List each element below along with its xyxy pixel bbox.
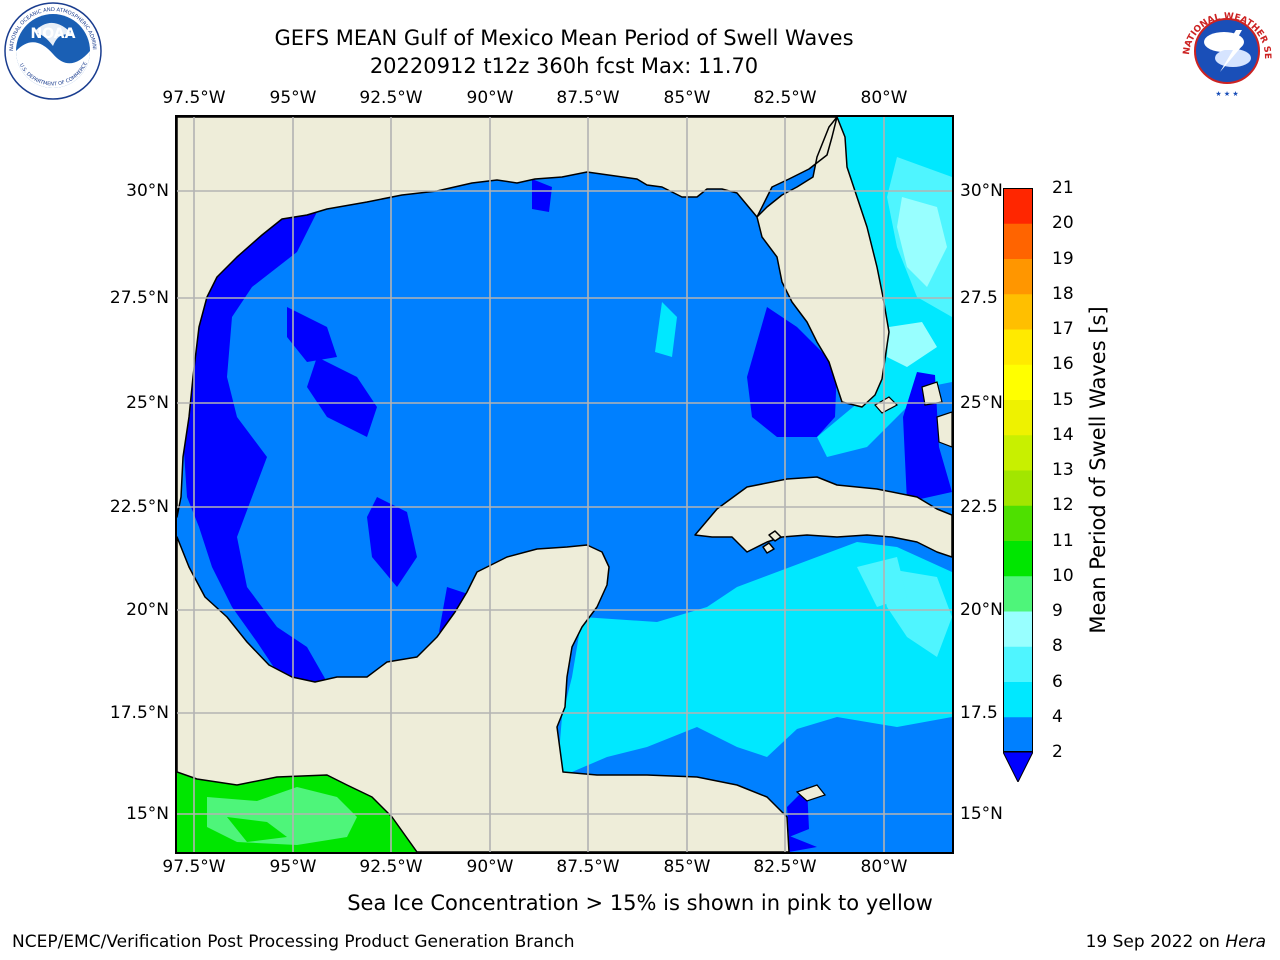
chart-subtitle: 20220912 t12z 360h fcst Max: 11.70 xyxy=(369,54,759,78)
colorbar-label: 14 xyxy=(1052,424,1074,445)
tick-label-bottom: 82.5°W xyxy=(753,857,817,877)
swell-zone-pacific xyxy=(177,772,417,852)
colorbar-swatch xyxy=(1003,399,1033,436)
colorbar-swatch xyxy=(1003,575,1033,612)
colorbar-swatch xyxy=(1003,470,1033,506)
colorbar-label: 19 xyxy=(1052,248,1074,269)
tick-label-right: 25°N xyxy=(960,393,1003,413)
colorbar-swatch xyxy=(1003,364,1033,400)
colorbar-label: 16 xyxy=(1052,354,1074,375)
svg-text:★ ★ ★: ★ ★ ★ xyxy=(1215,90,1238,98)
colorbar-label: 17 xyxy=(1052,319,1074,339)
sea-ice-note: Sea Ice Concentration > 15% is shown in … xyxy=(347,891,933,915)
colorbar-label: 21 xyxy=(1052,178,1074,198)
colorbar-label: 10 xyxy=(1052,565,1074,586)
colorbar-swatch xyxy=(1003,716,1033,753)
map-panel[interactable] xyxy=(175,115,954,854)
colorbar-label: 12 xyxy=(1052,495,1074,516)
colorbar-label: 4 xyxy=(1052,706,1063,727)
tick-label-left: 15°N xyxy=(126,804,169,824)
footer-date: 19 Sep 2022 on Hera xyxy=(1086,932,1266,952)
colorbar-label: 9 xyxy=(1052,601,1063,621)
colorbar-swatch xyxy=(1003,434,1033,471)
tick-label-right: 20°N xyxy=(960,600,1003,620)
tick-label-bottom: 87.5°W xyxy=(556,857,620,877)
tick-label-right: 17.5 xyxy=(960,703,998,723)
tick-label-right: 27.5 xyxy=(960,288,998,308)
colorbar-frame xyxy=(1003,188,1033,752)
tick-label-top: 92.5°W xyxy=(359,88,423,108)
tick-label-top: 90°W xyxy=(466,88,514,108)
footer-credit: NCEP/EMC/Verification Post Processing Pr… xyxy=(12,932,575,952)
tick-label-bottom: 92.5°W xyxy=(359,857,423,877)
nws-logo: NATIONAL WEATHER SERVICE ★ ★ ★ xyxy=(1175,0,1276,100)
tick-label-top: 95°W xyxy=(269,88,317,108)
colorbar-swatch xyxy=(1003,223,1033,259)
tick-label-left: 27.5°N xyxy=(109,288,169,308)
tick-label-left: 22.5°N xyxy=(109,497,169,517)
colorbar-swatches xyxy=(1002,188,1034,784)
colorbar-swatch xyxy=(1003,258,1033,295)
colorbar-label: 8 xyxy=(1052,636,1063,657)
tick-label-bottom: 90°W xyxy=(466,857,514,877)
tick-label-bottom: 95°W xyxy=(269,857,317,877)
swell-zone-under-2s-east xyxy=(787,372,952,837)
colorbar-swatch xyxy=(1003,188,1033,224)
footer-date-text: 19 Sep 2022 on xyxy=(1085,932,1226,952)
tick-label-left: 17.5°N xyxy=(109,703,169,723)
bahamas-islands xyxy=(795,381,952,802)
colorbar-swatch xyxy=(1003,646,1033,682)
colorbar-label: 15 xyxy=(1052,389,1074,410)
tick-label-bottom: 85°W xyxy=(663,857,711,877)
tick-label-top: 82.5°W xyxy=(753,88,817,108)
colorbar-swatch xyxy=(1003,329,1033,365)
tick-label-top: 87.5°W xyxy=(556,88,620,108)
colorbar-swatch xyxy=(1003,681,1033,718)
land-masses xyxy=(177,117,952,852)
noaa-logo: NOAA NATIONAL OCEANIC AND ATMOSPHERIC AD… xyxy=(1,0,102,100)
tick-label-top: 80°W xyxy=(860,88,908,108)
tick-label-right: 30°N xyxy=(960,181,1003,201)
colorbar-swatch xyxy=(1003,540,1033,577)
swell-zone-under-2s xyxy=(183,179,837,852)
tick-label-bottom: 80°W xyxy=(860,857,908,877)
tick-label-left: 20°N xyxy=(126,600,169,620)
colorbar-label: 11 xyxy=(1052,530,1074,551)
tick-label-right: 22.5 xyxy=(960,497,998,517)
colorbar-label: 20 xyxy=(1052,213,1074,234)
colorbar-swatch xyxy=(1003,505,1033,541)
colorbar-label: 18 xyxy=(1052,283,1074,304)
colorbar-extend-triangle xyxy=(1002,751,1034,784)
tick-label-left: 25°N xyxy=(126,393,169,413)
swell-zone-8-9s xyxy=(887,197,947,367)
tick-label-top: 85°W xyxy=(663,88,711,108)
tick-label-bottom: 97.5°W xyxy=(162,857,226,877)
colorbar-title: Mean Period of Swell Waves [s] xyxy=(1086,306,1110,634)
map-canvas xyxy=(177,117,952,852)
tick-label-top: 97.5°W xyxy=(162,88,226,108)
chart-title: GEFS MEAN Gulf of Mexico Mean Period of … xyxy=(274,26,854,50)
colorbar-swatch xyxy=(1003,611,1033,647)
colorbar-swatch xyxy=(1003,293,1033,330)
colorbar xyxy=(1002,188,1034,784)
footer-host: Hera xyxy=(1225,932,1266,952)
map-grid xyxy=(177,117,952,852)
colorbar-label: 6 xyxy=(1052,671,1063,692)
tick-label-right: 15°N xyxy=(960,804,1003,824)
tick-label-left: 30°N xyxy=(126,181,169,201)
colorbar-label: 2 xyxy=(1052,742,1063,762)
noaa-logo-text: NOAA xyxy=(31,26,76,42)
colorbar-label: 13 xyxy=(1052,460,1074,480)
